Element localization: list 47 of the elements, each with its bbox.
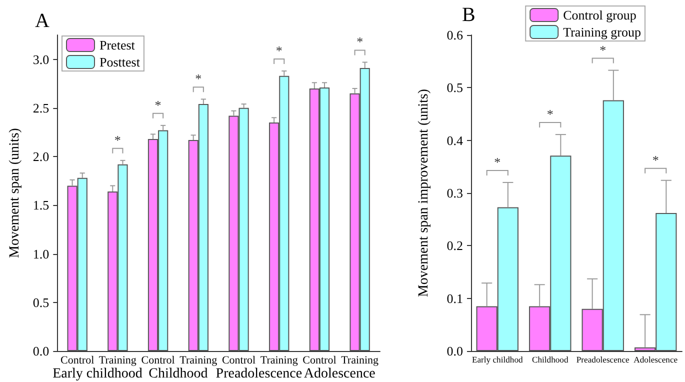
annotation: * xyxy=(600,42,606,58)
x-tick-label: Preadolescence xyxy=(576,354,630,364)
legend-label: Control group xyxy=(563,8,636,22)
text: Adolescence xyxy=(304,366,376,382)
x-tick-label: Training xyxy=(180,354,218,366)
y-tick-label: 0.6 xyxy=(446,28,464,42)
chart-title: A xyxy=(35,10,50,32)
y-tick-label: 0.2 xyxy=(446,238,463,254)
legend-label: Posttest xyxy=(100,54,140,70)
y-axis-title: Movement span (units) xyxy=(8,128,22,258)
text: Early childhood xyxy=(52,366,142,382)
legend-label: Training group xyxy=(563,24,642,40)
annotation: * xyxy=(195,71,202,86)
annotation: * xyxy=(276,42,282,58)
annotation: * xyxy=(356,34,364,50)
y-tick-label: 0.5 xyxy=(446,80,463,96)
annotation: * xyxy=(652,152,659,168)
y-tick-label: 0.3 xyxy=(446,186,463,200)
y-tick-label: 2.0 xyxy=(32,149,50,164)
chart-title: B xyxy=(462,4,476,26)
x-tick-label: Childhood xyxy=(532,354,569,364)
x-tick-label: Control xyxy=(302,354,336,366)
annotation: * xyxy=(494,154,501,170)
x-tick-label: Training xyxy=(260,354,298,366)
annotation: * xyxy=(114,132,121,148)
y-tick-label: 0.0 xyxy=(32,344,50,358)
y-tick-label: 1.0 xyxy=(32,246,50,262)
text: Preadolescence xyxy=(216,366,302,382)
y-tick-label: 2.5 xyxy=(32,100,50,116)
x-tick-label: Early childhod xyxy=(472,354,524,364)
y-axis-title: Movement span improvement (units) xyxy=(416,88,432,298)
x-tick-label: Adolescence xyxy=(634,354,678,364)
y-tick-label: 0.5 xyxy=(32,294,50,310)
annotation: * xyxy=(546,106,554,122)
x-tick-label: Control xyxy=(60,354,94,366)
y-tick-label: 3.0 xyxy=(32,52,50,67)
y-tick-label: 0.4 xyxy=(446,132,464,148)
y-tick-label: 0.0 xyxy=(446,344,463,358)
x-tick-label: Control xyxy=(141,354,175,366)
text: Childhood xyxy=(148,366,208,382)
x-tick-label: Training xyxy=(98,354,137,366)
x-tick-label: Control xyxy=(222,354,256,366)
legend-label: Pretest xyxy=(100,38,136,52)
annotation: * xyxy=(154,97,162,112)
y-tick-label: 1.5 xyxy=(32,198,50,213)
y-tick-label: 0.1 xyxy=(446,290,463,306)
x-tick-label: Training xyxy=(341,354,380,366)
